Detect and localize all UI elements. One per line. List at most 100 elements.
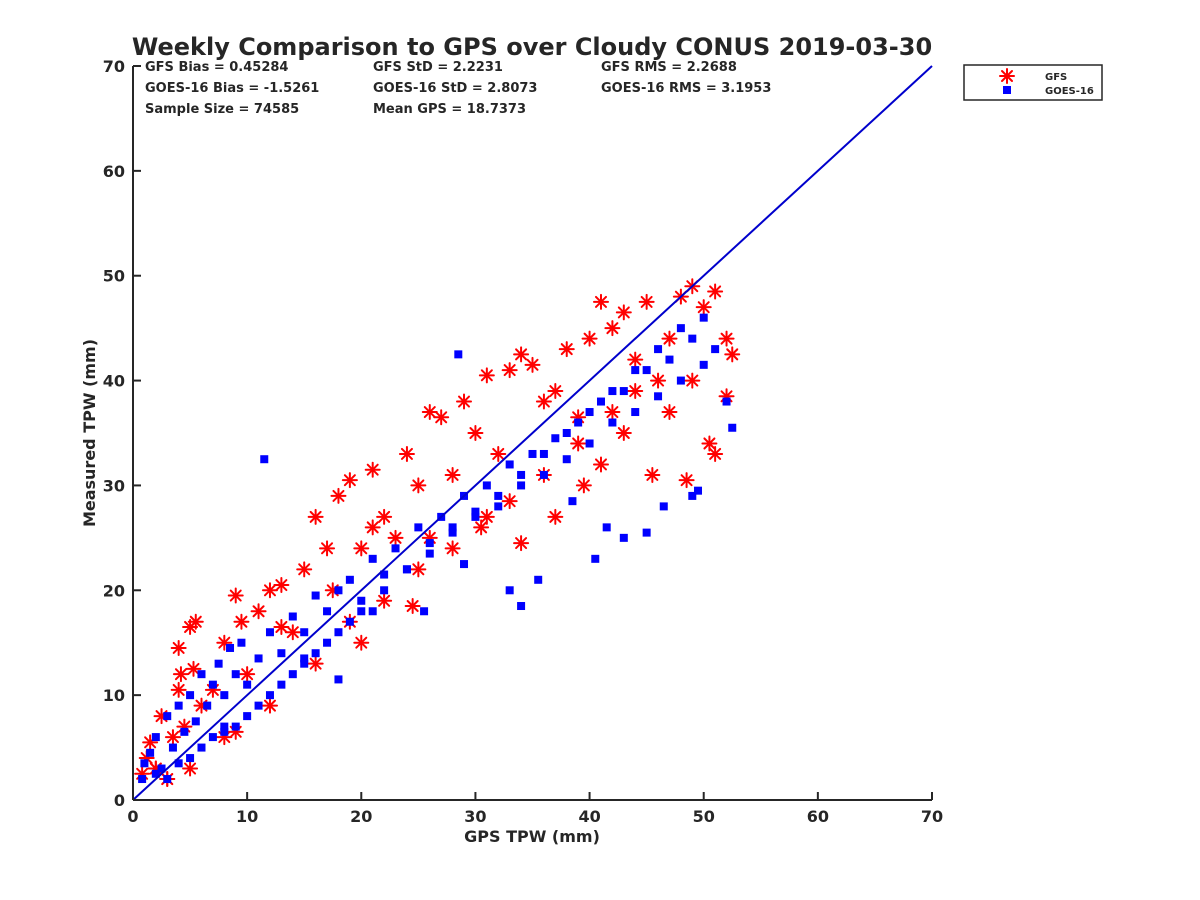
gfs-point (513, 346, 530, 363)
gfs-point (187, 613, 204, 630)
goes-16-point (699, 313, 708, 322)
gfs-point (661, 404, 678, 421)
goes-16-point (517, 602, 526, 611)
goes-16-point (591, 554, 600, 563)
goes-16-point (585, 408, 594, 417)
gfs-point (581, 330, 598, 347)
goes-16-point (602, 523, 611, 532)
goes-16-point (517, 470, 526, 479)
goes-16-point (471, 507, 480, 516)
goes-16-point (226, 643, 235, 652)
goes-16-point (631, 366, 640, 375)
goes-16-point (214, 659, 223, 668)
gfs-point (239, 666, 256, 683)
goes-16-point (505, 586, 514, 595)
y-axis-ticks: 0 10 20 30 40 50 60 70 (103, 57, 141, 810)
goes-16-point (334, 628, 343, 637)
goes-16-point (288, 670, 297, 679)
goes-16-point (642, 366, 651, 375)
goes-16-point (163, 712, 172, 721)
legend-goes-16-label: GOES-16 (1045, 86, 1094, 97)
gfs-point (478, 367, 495, 384)
goes-16-point (494, 491, 503, 500)
one-to-one-reference-line (132, 65, 933, 801)
goes-16-point (534, 575, 543, 584)
goes-16-point (186, 691, 195, 700)
gfs-point (575, 477, 592, 494)
goes-16-point (151, 733, 160, 742)
gfs-point (701, 435, 718, 452)
goes-16-point (568, 497, 577, 506)
gfs-point (570, 435, 587, 452)
goes-16-point (357, 607, 366, 616)
x-tick-label: 20 (350, 807, 372, 826)
goes-16-point (220, 727, 229, 736)
goes-16-point (574, 418, 583, 427)
gfs-point (410, 477, 427, 494)
goes-16-point (208, 680, 217, 689)
goes-16-point (163, 775, 172, 784)
gfs-point (535, 393, 552, 410)
stat-gfs-std: GFS StD = 2.2231 (373, 60, 503, 75)
gfs-point (398, 445, 415, 462)
gfs-point (170, 681, 187, 698)
legend-goes-16-marker (1003, 86, 1011, 94)
goes-16-point (243, 680, 252, 689)
stat-gfs-rms: GFS RMS = 2.2688 (601, 60, 737, 75)
goes-16-point (368, 554, 377, 563)
gfs-point (604, 320, 621, 337)
goes-16-point (311, 591, 320, 600)
goes-16-point (220, 691, 229, 700)
goes-16-point (140, 759, 149, 768)
gfs-point (164, 729, 181, 746)
gfs-point (261, 582, 278, 599)
gfs-point (490, 445, 507, 462)
gfs-point (364, 461, 381, 478)
gfs-point (182, 760, 199, 777)
goes-16-point (323, 638, 332, 647)
goes-16-point (157, 764, 166, 773)
gfs-point (627, 351, 644, 368)
gfs-point (284, 624, 301, 641)
stat-goes-bias: GOES-16 Bias = -1.5261 (145, 81, 319, 96)
gfs-point (501, 362, 518, 379)
goes-16-point (659, 502, 668, 511)
goes-16-point (220, 722, 229, 731)
goes-16-point (208, 733, 217, 742)
x-tick-label: 50 (693, 807, 715, 826)
gfs-point (524, 356, 541, 373)
goes-16-point (425, 549, 434, 558)
goes-16-series (138, 313, 737, 784)
goes-16-point (505, 460, 514, 469)
gfs-point (547, 508, 564, 525)
goes-16-point (608, 418, 617, 427)
goes-16-point (665, 355, 674, 364)
goes-16-point (231, 722, 240, 731)
goes-16-point (191, 717, 200, 726)
gfs-point (364, 519, 381, 536)
goes-16-point (631, 408, 640, 417)
gfs-point (604, 404, 621, 421)
gfs-point (319, 540, 336, 557)
goes-16-point (345, 575, 354, 584)
goes-16-point (168, 743, 177, 752)
gfs-point (707, 283, 724, 300)
gfs-point (404, 598, 421, 615)
gfs-point (353, 540, 370, 557)
goes-16-point (265, 691, 274, 700)
y-tick-label: 30 (103, 476, 125, 495)
goes-16-point (254, 701, 263, 710)
goes-16-point (231, 670, 240, 679)
goes-16-point (676, 324, 685, 333)
goes-16-point (237, 638, 246, 647)
y-tick-label: 50 (103, 267, 125, 286)
goes-16-point (596, 397, 605, 406)
goes-16-point (676, 376, 685, 385)
gfs-point (330, 487, 347, 504)
x-tick-label: 0 (127, 807, 138, 826)
axes: 0 10 20 30 40 50 60 70 0 10 20 30 40 50 60 70 (103, 57, 943, 826)
gfs-point (467, 425, 484, 441)
goes-16-point (539, 470, 548, 479)
goes-16-point (608, 387, 617, 396)
gfs-point (250, 603, 267, 620)
